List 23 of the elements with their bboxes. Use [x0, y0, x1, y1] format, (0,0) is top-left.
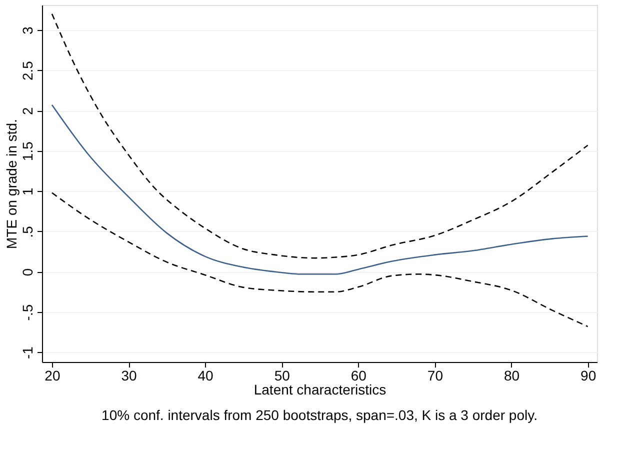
y-tick-label: 1 [20, 188, 36, 196]
x-tick-label: 60 [350, 368, 367, 384]
y-tick-label: -1 [20, 346, 36, 360]
y-tick-label: 3 [20, 26, 36, 34]
x-tick-label: 20 [44, 368, 60, 384]
line-series [51, 192, 588, 328]
x-tick-label: 70 [427, 368, 444, 384]
line-series [51, 104, 588, 275]
y-tick-label: 1.5 [20, 141, 36, 162]
x-tick-label: 30 [121, 368, 137, 384]
x-tick-label: 90 [580, 368, 596, 384]
y-tick-label: .5 [20, 226, 36, 238]
y-tick-label: 2 [20, 106, 36, 115]
line-series [51, 13, 588, 259]
x-axis-title: Latent characteristics [254, 382, 386, 398]
y-tick-label: 0 [20, 268, 36, 276]
y-axis-title: MTE on grade in std. [4, 119, 20, 249]
y-tick-label: -.5 [20, 304, 36, 321]
x-tick-label: 40 [198, 368, 214, 384]
text: 10% conf. intervals from 250 bootstraps, span=.03, K is a 3 order poly. [102, 407, 538, 423]
x-tick-label: 80 [504, 368, 520, 384]
y-tick-label: 2.5 [20, 60, 36, 81]
x-tick-label: 50 [274, 368, 290, 384]
